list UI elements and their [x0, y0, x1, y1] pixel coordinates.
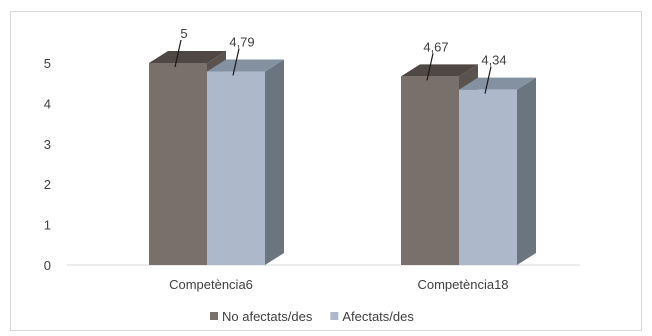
y-tick-label: 4 — [44, 96, 51, 111]
chart-area — [10, 11, 642, 331]
bar-side — [517, 77, 536, 265]
data-label: 4,79 — [229, 34, 254, 49]
bar-top — [149, 51, 226, 63]
data-labels: 5 4,79 4,67 4,34 — [174, 26, 507, 94]
data-label-leader — [232, 48, 240, 76]
data-label-leader — [174, 39, 182, 68]
y-tick-label: 2 — [44, 177, 51, 192]
legend-swatch — [210, 312, 218, 320]
legend-item: No afectats/des — [210, 309, 313, 324]
data-label: 5 — [180, 26, 187, 41]
bar — [207, 59, 284, 265]
y-tick-label: 0 — [44, 258, 51, 273]
legend-label: No afectats/des — [222, 309, 313, 324]
bar-side — [265, 59, 284, 265]
x-tick-label: Competència18 — [417, 277, 508, 292]
bar-top — [401, 64, 478, 77]
y-tick-label: 3 — [44, 137, 51, 152]
legend-item: Afectats/des — [330, 309, 414, 324]
y-tick-label: 5 — [44, 56, 51, 71]
y-tick-label: 1 — [44, 218, 51, 233]
bar-top — [459, 77, 536, 90]
bar-top — [207, 59, 284, 72]
data-label: 4,34 — [481, 53, 506, 68]
bar-front — [207, 71, 265, 265]
legend-swatch — [330, 312, 339, 320]
data-label-leader — [484, 66, 492, 94]
bar — [459, 77, 536, 265]
data-label: 4,67 — [423, 39, 448, 54]
legend-label: Afectats/des — [342, 309, 414, 324]
legend: No afectats/des Afectats/des — [210, 309, 414, 324]
x-tick-label: Competència6 — [169, 277, 253, 292]
bar-front — [459, 89, 517, 265]
bars — [149, 51, 536, 265]
bar-front — [401, 76, 459, 265]
bar-front — [149, 63, 207, 265]
data-label-leader — [426, 53, 434, 81]
